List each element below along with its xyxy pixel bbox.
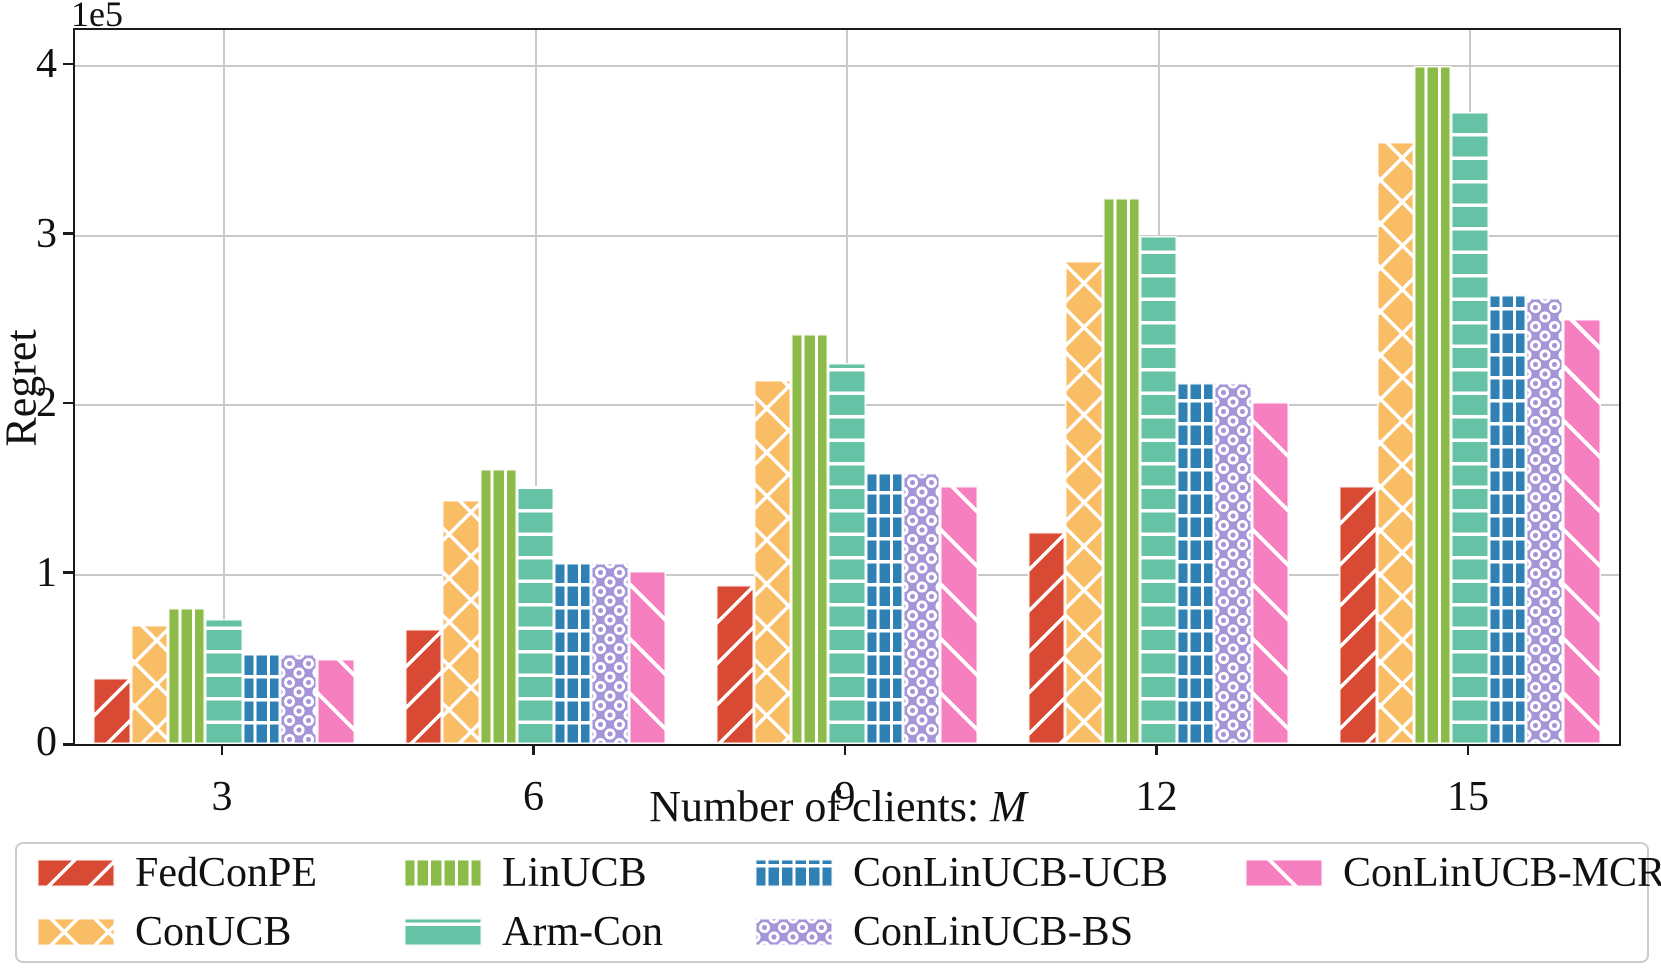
bar-conlinucb-mcr-m9 — [940, 486, 978, 744]
bar-conlinucb-bs-m15 — [1525, 298, 1564, 744]
bar-conucb-m3 — [130, 625, 169, 744]
legend-label: FedConPE — [135, 850, 318, 896]
y-tick-label: 0 — [36, 719, 57, 765]
bar-fedconpe-m3 — [93, 677, 131, 744]
legend-swatch-conlinucb-bs — [755, 918, 833, 946]
y-tick-mark — [63, 232, 73, 235]
bar-conlinucb-bs-m9 — [902, 472, 941, 744]
bar-arm-con-m9 — [828, 362, 866, 744]
bar-linucb-m9 — [791, 333, 829, 744]
bar-conlinucb-mcr-m3 — [317, 659, 355, 744]
bar-linucb-m6 — [479, 469, 517, 744]
legend-item-linucb: LinUCB — [404, 851, 647, 895]
x-gridline — [223, 30, 225, 744]
bar-conucb-m12 — [1065, 260, 1103, 744]
legend-swatch-conlinucb-ucb — [755, 859, 833, 887]
bar-conlinucb-mcr-m15 — [1563, 318, 1601, 744]
bar-conucb-m6 — [442, 499, 480, 744]
legend-swatch-fedconpe — [37, 859, 115, 887]
bar-conlinucb-ucb-m6 — [554, 562, 592, 744]
y-tick-label: 2 — [36, 380, 57, 426]
bar-conlinucb-mcr-m6 — [628, 571, 667, 744]
bar-linucb-m15 — [1414, 66, 1452, 744]
x-tick-label: 3 — [211, 774, 233, 820]
x-tick-label: 6 — [523, 774, 544, 820]
x-tick-mark — [1155, 744, 1158, 755]
legend-item-conlinucb-ucb: ConLinUCB-UCB — [755, 851, 1168, 895]
legend-item-conlinucb-mcr: ConLinUCB-MCR — [1245, 851, 1661, 895]
x-tick-label: 9 — [834, 774, 856, 820]
bar-arm-con-m6 — [516, 486, 555, 744]
y-tick-mark — [63, 401, 73, 405]
bar-conlinucb-bs-m12 — [1214, 382, 1252, 744]
bar-conlinucb-mcr-m12 — [1251, 401, 1290, 744]
bar-arm-con-m3 — [205, 618, 243, 744]
x-tick-mark — [532, 744, 535, 755]
y-tick-label: 1 — [36, 549, 57, 596]
bar-conucb-m9 — [753, 379, 792, 744]
legend-swatch-conlinucb-mcr — [1245, 859, 1323, 887]
y-tick-mark — [63, 571, 73, 574]
x-axis-label: Number of clients: M — [649, 784, 1027, 830]
bar-fedconpe-m12 — [1027, 532, 1066, 744]
bar-conlinucb-ucb-m15 — [1488, 294, 1526, 744]
legend-swatch-arm-con — [404, 918, 482, 946]
legend-label: ConLinUCB-BS — [853, 909, 1134, 955]
x-gridline — [534, 30, 537, 744]
bar-arm-con-m15 — [1451, 111, 1489, 744]
x-tick-label: 15 — [1447, 774, 1489, 820]
plot-area — [73, 28, 1621, 746]
legend-label: LinUCB — [502, 850, 647, 896]
legend-item-arm-con: Arm-Con — [404, 910, 663, 954]
bar-conlinucb-bs-m3 — [279, 654, 318, 744]
x-axis-label-text: Number of clients: — [649, 782, 991, 831]
y-axis-offset-text: 1e5 — [71, 0, 123, 34]
x-tick-mark — [843, 744, 847, 755]
legend-label: ConLinUCB-UCB — [853, 850, 1169, 896]
bar-linucb-m3 — [168, 608, 206, 744]
y-tick-label: 4 — [36, 41, 57, 87]
bar-arm-con-m12 — [1139, 235, 1178, 744]
x-tick-mark — [220, 744, 224, 755]
x-axis-label-math-symbol: M — [990, 782, 1027, 831]
legend: FedConPE ConUCB LinUCB Arm-Con ConLinUCB-UCB… — [15, 842, 1661, 963]
bar-conlinucb-ucb-m12 — [1177, 382, 1215, 744]
x-tick-mark — [1466, 744, 1470, 755]
y-tick-mark — [63, 743, 73, 746]
legend-item-conucb: ConUCB — [37, 910, 291, 954]
bar-conlinucb-ucb-m9 — [865, 472, 903, 744]
bar-conlinucb-ucb-m3 — [242, 654, 280, 744]
bar-fedconpe-m6 — [404, 628, 443, 744]
legend-swatch-conucb — [37, 918, 115, 946]
legend-swatch-linucb — [404, 859, 482, 887]
bar-conlinucb-bs-m6 — [591, 562, 629, 744]
y-tick-label: 3 — [36, 210, 57, 257]
y-tick-mark — [63, 62, 73, 66]
bar-fedconpe-m9 — [716, 584, 754, 744]
legend-label: Arm-Con — [502, 909, 663, 955]
x-tick-label: 12 — [1135, 774, 1178, 820]
legend-item-conlinucb-bs: ConLinUCB-BS — [755, 910, 1133, 954]
bar-conucb-m15 — [1376, 142, 1415, 744]
legend-label: ConLinUCB-MCR — [1343, 850, 1661, 896]
legend-item-fedconpe: FedConPE — [37, 851, 317, 895]
legend-label: ConUCB — [135, 909, 292, 955]
bar-linucb-m12 — [1102, 198, 1140, 744]
bar-fedconpe-m15 — [1339, 486, 1377, 744]
